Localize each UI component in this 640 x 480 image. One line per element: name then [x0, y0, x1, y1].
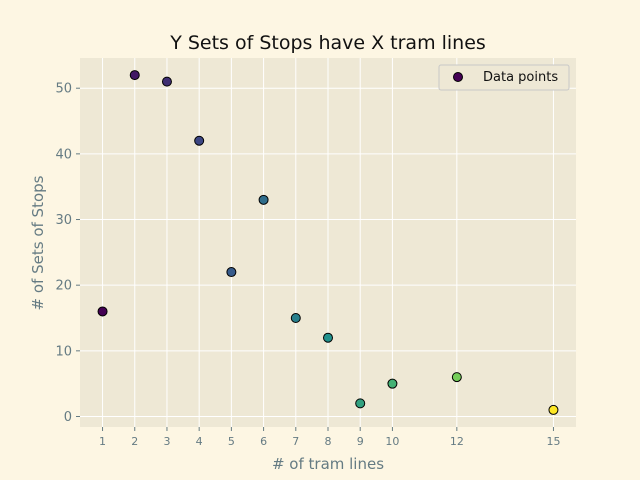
data-point: [194, 135, 205, 146]
legend-marker: [453, 72, 463, 82]
x-tick-label: 2: [131, 435, 138, 448]
y-tick-label: 30: [55, 213, 72, 228]
y-tick-label: 40: [55, 147, 72, 162]
legend-box: [438, 64, 570, 91]
legend: Data points: [438, 64, 570, 91]
data-point: [548, 404, 559, 415]
x-tick-label: 9: [357, 435, 364, 448]
data-point: [226, 267, 237, 278]
data-point: [451, 372, 462, 383]
grid: [80, 58, 576, 427]
y-tick-label: 10: [55, 344, 72, 359]
data-point: [97, 306, 108, 317]
x-tick-label: 4: [196, 435, 203, 448]
data-point: [387, 378, 398, 389]
y-tick-label: 20: [55, 279, 72, 294]
x-tick-label: 6: [260, 435, 267, 448]
y-axis-label: # of Sets of Stops: [29, 175, 47, 310]
x-axis-ticks: 1 2 3 4 5 6 7 8 9 10 12 15: [99, 427, 560, 448]
y-tick-label: 0: [64, 410, 72, 425]
x-tick-label: 1: [99, 435, 106, 448]
data-point: [355, 398, 366, 409]
legend-label: Data points: [483, 70, 558, 85]
data-point: [258, 194, 269, 205]
chart-title: Y Sets of Stops have X tram lines: [169, 32, 486, 54]
data-point: [161, 76, 172, 87]
y-tick-label: 50: [55, 82, 72, 97]
data-point: [323, 332, 333, 343]
x-tick-label: 7: [292, 435, 299, 448]
data-points: [97, 70, 559, 415]
x-tick-label: 12: [450, 435, 464, 448]
x-tick-label: 15: [546, 435, 560, 448]
y-axis-ticks: 0 10 20 30 40 50: [55, 82, 80, 425]
data-point: [290, 313, 301, 324]
x-tick-label: 8: [325, 435, 332, 448]
x-tick-label: 5: [228, 435, 235, 448]
x-axis-label: # of tram lines: [272, 455, 384, 473]
x-tick-label: 10: [385, 435, 399, 448]
x-tick-label: 3: [163, 435, 170, 448]
data-point: [129, 70, 140, 81]
